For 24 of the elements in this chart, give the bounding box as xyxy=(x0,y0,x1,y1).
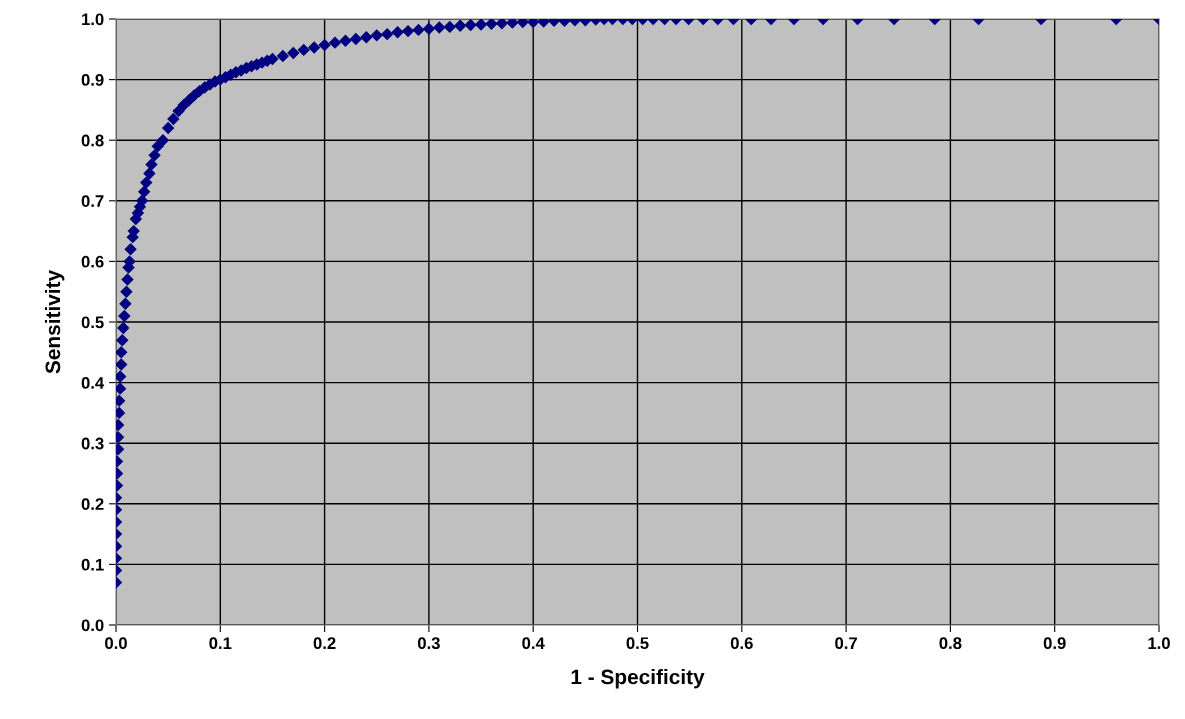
y-tick-label: 0.0 xyxy=(81,619,104,632)
y-tick-label: 0.3 xyxy=(81,437,104,450)
y-tick-label: 0.8 xyxy=(81,134,104,147)
x-tick-label: 0.8 xyxy=(939,637,962,650)
y-tick-label: 1.0 xyxy=(82,13,104,26)
x-tick-label: 0.9 xyxy=(1043,637,1066,650)
x-tick-label: 0.2 xyxy=(313,637,336,650)
y-axis-title: Sensitivity xyxy=(44,270,65,374)
x-tick-label: 0.6 xyxy=(730,637,753,650)
x-tick-label: 0.0 xyxy=(105,637,127,650)
y-tick-label: 0.4 xyxy=(81,377,105,389)
y-tick-label: 0.7 xyxy=(81,195,104,207)
y-tick-label: 0.2 xyxy=(81,498,104,510)
x-axis-title: 1 - Specificity xyxy=(571,669,705,689)
y-tick-label: 0.1 xyxy=(81,558,104,571)
x-tick-label: 1.0 xyxy=(1148,637,1170,650)
x-tick-label: 0.7 xyxy=(835,637,857,650)
x-tick-label: 0.3 xyxy=(417,637,440,650)
y-tick-label: 0.5 xyxy=(81,316,104,329)
x-tick-label: 0.1 xyxy=(209,637,232,650)
y-tick-label: 0.6 xyxy=(81,255,104,268)
x-tick-label: 0.4 xyxy=(522,637,545,650)
x-tick-label: 0.5 xyxy=(626,637,649,650)
y-tick-label: 0.9 xyxy=(81,74,104,86)
